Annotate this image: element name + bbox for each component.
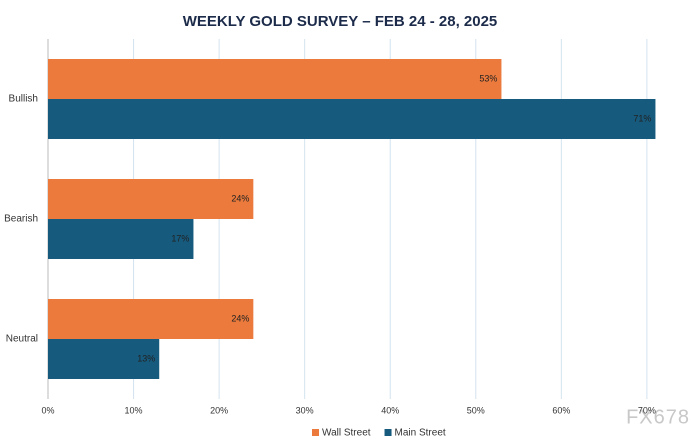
bar <box>48 99 656 139</box>
x-tick-label: 30% <box>296 405 314 415</box>
legend-swatch <box>384 429 392 436</box>
y-tick-label: Bearish <box>4 214 38 225</box>
x-tick-label: 50% <box>467 405 485 415</box>
bar <box>48 339 160 379</box>
value-label: 24% <box>231 193 249 203</box>
x-tick-label: 60% <box>552 405 570 415</box>
legend-label: Main Street <box>395 428 446 439</box>
y-tick-label: Neutral <box>6 334 38 345</box>
chart-title: WEEKLY GOLD SURVEY – FEB 24 - 28, 2025 <box>183 13 498 30</box>
x-tick-label: 40% <box>381 405 399 415</box>
x-tick-label: 70% <box>638 405 656 415</box>
x-tick-label: 0% <box>41 405 54 415</box>
value-label: 17% <box>171 233 189 243</box>
bar <box>48 299 254 339</box>
y-tick-label: Bullish <box>9 94 38 105</box>
value-label: 71% <box>633 113 651 123</box>
value-label: 53% <box>479 73 497 83</box>
bar <box>48 59 502 99</box>
bar <box>48 179 254 219</box>
x-tick-label: 10% <box>125 405 143 415</box>
value-label: 24% <box>231 313 249 323</box>
watermark: FX678 <box>626 406 690 428</box>
bar <box>48 219 194 259</box>
legend-swatch <box>312 429 319 436</box>
legend-label: Wall Street <box>322 428 371 439</box>
x-tick-label: 20% <box>210 405 228 415</box>
value-label: 13% <box>137 353 155 363</box>
